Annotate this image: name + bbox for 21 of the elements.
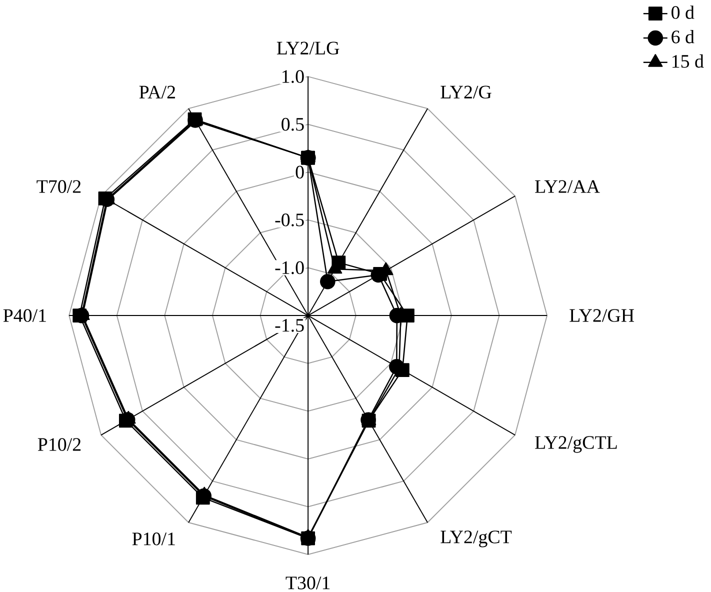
spoke-label: P40/1	[3, 309, 46, 322]
spoke-label: LY2/LG	[276, 42, 340, 54]
spoke-label: T30/1	[286, 576, 330, 590]
y-tick-label: 0	[296, 166, 304, 178]
y-tick-label: -1.0	[275, 261, 304, 274]
spoke-label: LY2/G	[440, 86, 492, 98]
spoke-label: LY2/gCT	[440, 530, 512, 548]
y-tick-label: -0.5	[275, 213, 304, 226]
legend-label: 6 d	[672, 30, 694, 44]
legend-label: 15 d	[672, 54, 704, 68]
spoke-label: P10/2	[38, 438, 81, 451]
spoke-label: LY2/AA	[535, 180, 600, 193]
spoke-label: LY2/GH	[570, 309, 634, 322]
y-tick-label: 0.5	[282, 118, 304, 131]
spoke-label: T70/2	[36, 180, 81, 193]
spoke-label: PA/2	[139, 86, 175, 98]
spoke-label: P10/1	[132, 532, 175, 546]
y-tick-label: -1.5	[275, 318, 304, 332]
legend-label: 0 d	[672, 6, 694, 19]
y-tick-label: 1.0	[282, 70, 304, 83]
spoke-label: LY2/gCTL	[535, 436, 617, 453]
